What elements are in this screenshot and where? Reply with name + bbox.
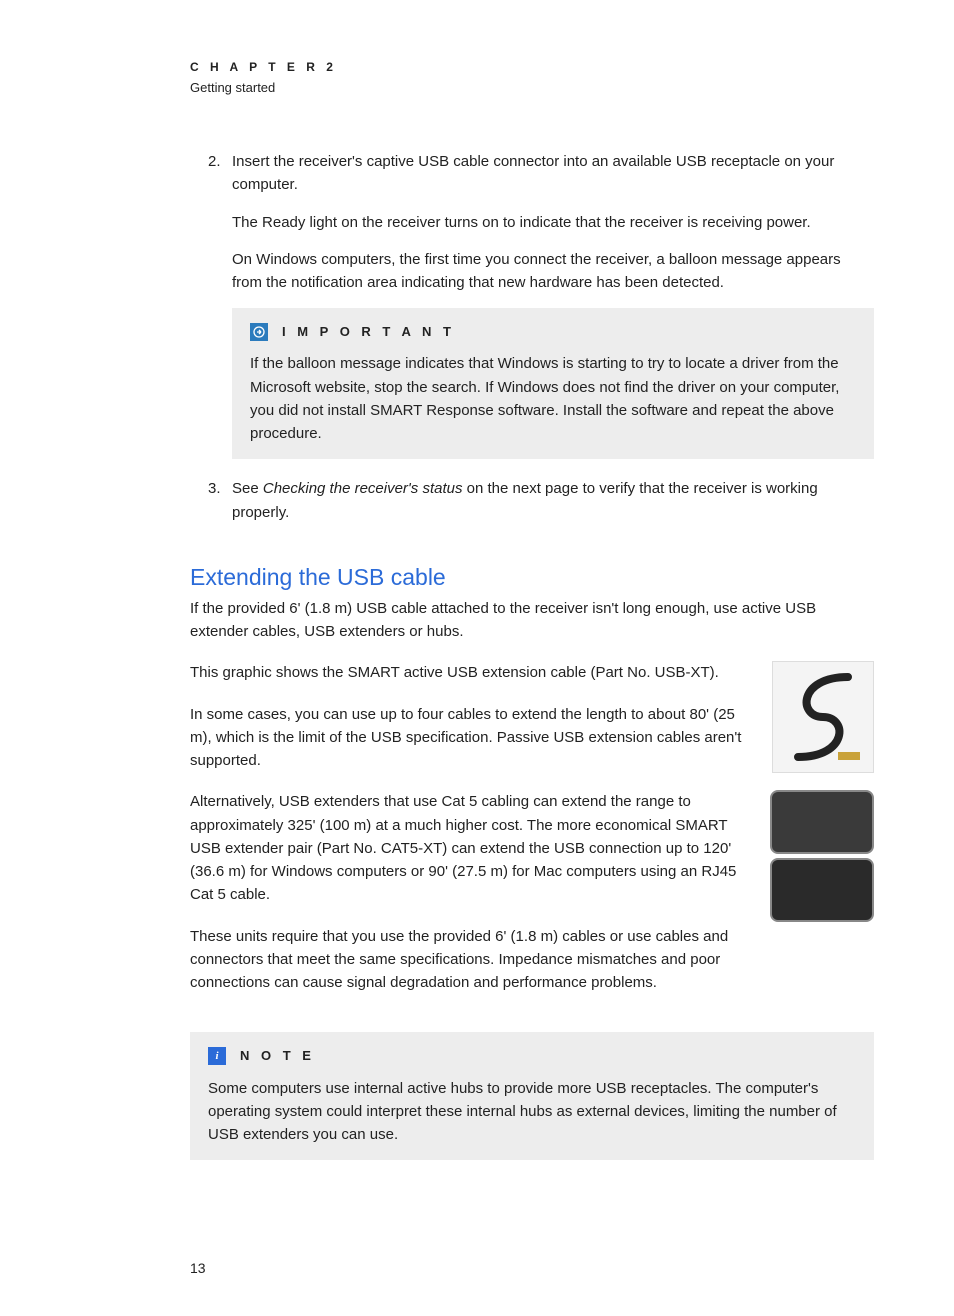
important-title: I M P O R T A N T: [282, 322, 455, 342]
step-number: 3.: [208, 477, 221, 500]
note-icon: i: [208, 1047, 226, 1065]
section-para: These units require that you use the pro…: [190, 925, 750, 995]
section-para: This graphic shows the SMART active USB …: [190, 661, 752, 684]
step-para: On Windows computers, the first time you…: [232, 248, 874, 295]
chapter-label: C H A P T E R 2: [190, 60, 874, 74]
section-para: Alternatively, USB extenders that use Ca…: [190, 790, 750, 906]
important-callout: I M P O R T A N T If the balloon message…: [232, 308, 874, 459]
section-para: If the provided 6' (1.8 m) USB cable att…: [190, 597, 874, 644]
page-number: 13: [190, 1260, 874, 1276]
section-para: In some cases, you can use up to four ca…: [190, 703, 752, 773]
step-text-italic: Checking the receiver's status: [263, 480, 463, 497]
step-para: The Ready light on the receiver turns on…: [232, 211, 874, 234]
step-text: Insert the receiver's captive USB cable …: [232, 153, 834, 193]
note-title: N O T E: [240, 1046, 315, 1066]
usb-extender-image: [770, 790, 874, 922]
important-icon: [250, 323, 268, 341]
step-3: 3. See Checking the receiver's status on…: [190, 477, 874, 524]
step-2: 2. Insert the receiver's captive USB cab…: [190, 150, 874, 459]
chapter-subhead: Getting started: [190, 80, 874, 95]
step-text-pre: See: [232, 480, 263, 497]
note-callout: i N O T E Some computers use internal ac…: [190, 1032, 874, 1160]
usb-cable-image: [772, 661, 874, 773]
important-text: If the balloon message indicates that Wi…: [250, 352, 856, 445]
note-text: Some computers use internal active hubs …: [208, 1077, 856, 1147]
section-title: Extending the USB cable: [190, 564, 874, 591]
step-number: 2.: [208, 150, 221, 173]
